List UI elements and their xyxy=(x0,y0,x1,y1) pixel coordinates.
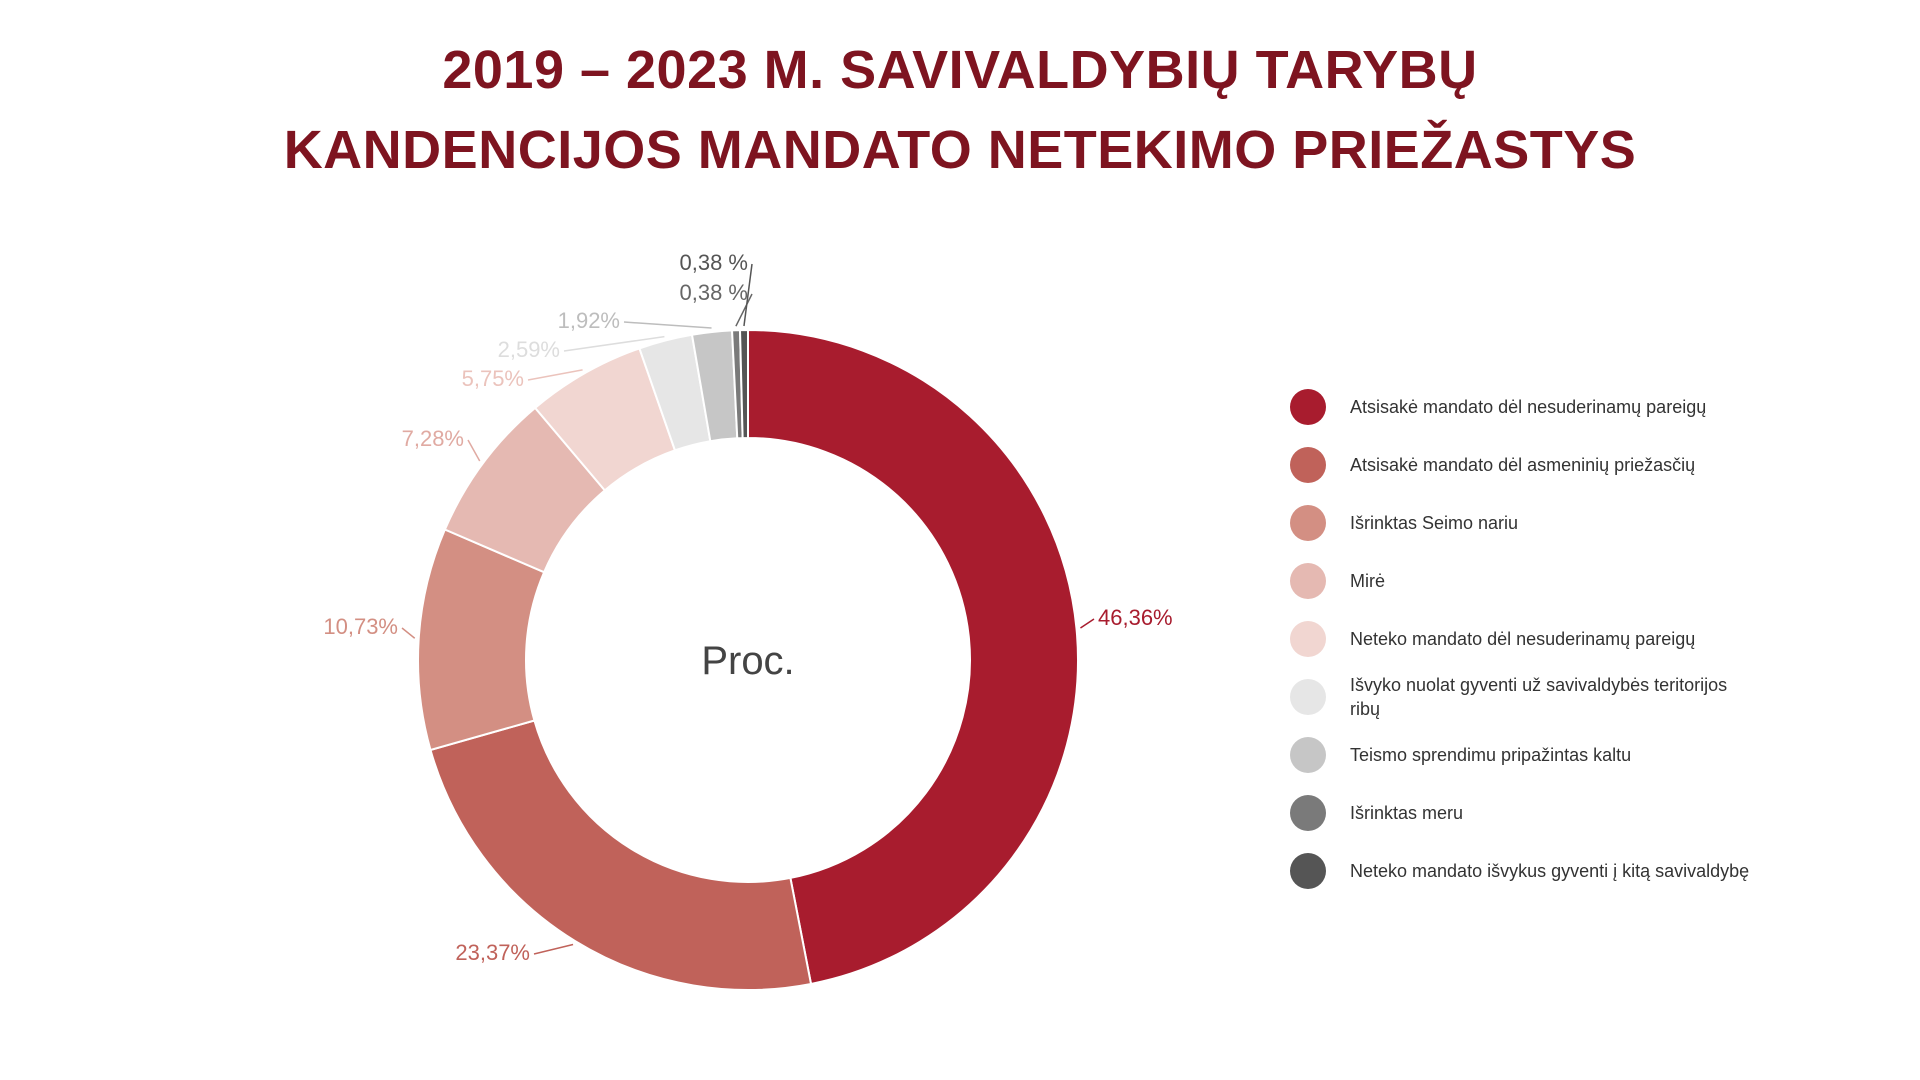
leader-line-7 xyxy=(623,321,712,329)
legend-swatch-icon xyxy=(1290,679,1326,715)
legend-item-5: Neteko mandato dėl nesuderinamų pareigų xyxy=(1290,610,1750,668)
slice-label-9: 0,38 % xyxy=(680,250,749,275)
leader-line-5 xyxy=(527,369,583,381)
slice-label-7: 1,92% xyxy=(558,308,620,333)
legend-label: Teismo sprendimu pripažintas kaltu xyxy=(1350,745,1632,765)
legend-swatch-icon xyxy=(1290,737,1326,773)
donut-center-label: Proc. xyxy=(701,639,794,683)
chart-title-line2: KANDENCIJOS MANDATO NETEKIMO PRIEŽASTYS xyxy=(283,120,1637,180)
legend-swatch-icon xyxy=(1290,505,1326,541)
slice-label-1: 46,36% xyxy=(1098,605,1173,630)
legend-label: Išrinktas meru xyxy=(1350,803,1464,823)
leader-line-9 xyxy=(743,263,753,327)
legend-item-7: Teismo sprendimu pripažintas kaltu xyxy=(1290,726,1750,784)
legend-swatch-icon xyxy=(1290,563,1326,599)
leader-line-6 xyxy=(563,335,665,352)
chart-title-line1: 2019 – 2023 M. SAVIVALDYBIŲ TARYBŲ xyxy=(442,40,1478,100)
legend-swatch-icon xyxy=(1290,389,1326,425)
legend-item-8: Išrinktas meru xyxy=(1290,784,1750,842)
legend-swatch-icon xyxy=(1290,795,1326,831)
legend-label: Neteko mandato dėl nesuderinamų pareigų xyxy=(1350,629,1696,649)
leader-line-2 xyxy=(533,943,574,955)
legend-item-4: Mirė xyxy=(1290,552,1750,610)
legend-swatch-icon xyxy=(1290,447,1326,483)
legend-item-2: Atsisakė mandato dėl asmeninių priežasči… xyxy=(1290,436,1750,494)
leader-line-3 xyxy=(401,627,416,639)
donut-slice-2 xyxy=(429,719,813,991)
legend-item-3: Išrinktas Seimo nariu xyxy=(1290,494,1750,552)
legend-item-1: Atsisakė mandato dėl nesuderinamų pareig… xyxy=(1290,378,1750,436)
slice-label-2: 23,37% xyxy=(455,940,530,965)
legend-label: Mirė xyxy=(1350,571,1385,591)
legend-label: Išvyko nuolat gyventi už savivaldybės te… xyxy=(1350,675,1728,719)
leader-line-8 xyxy=(735,293,753,327)
chart-title: 2019 – 2023 M. SAVIVALDYBIŲ TARYBŲ KANDE… xyxy=(0,30,1920,190)
donut-slice-9 xyxy=(738,328,749,440)
legend-label: Išrinktas Seimo nariu xyxy=(1350,513,1519,533)
slice-label-5: 5,75% xyxy=(462,366,524,391)
slice-label-3: 10,73% xyxy=(323,614,398,639)
slice-label-8: 0,38 % xyxy=(680,280,749,305)
leader-line-1 xyxy=(1080,618,1095,629)
legend-label: Atsisakė mandato dėl nesuderinamų pareig… xyxy=(1350,397,1707,417)
leader-line-4 xyxy=(467,439,481,462)
legend-swatch-icon xyxy=(1290,853,1326,889)
chart-legend: Atsisakė mandato dėl nesuderinamų pareig… xyxy=(1290,378,1750,900)
slice-label-6: 2,59% xyxy=(498,337,560,362)
legend-item-6: Išvyko nuolat gyventi už savivaldybės te… xyxy=(1290,668,1750,726)
legend-item-9: Neteko mandato išvykus gyventi į kitą sa… xyxy=(1290,842,1750,900)
legend-label: Atsisakė mandato dėl asmeninių priežasči… xyxy=(1350,455,1696,475)
legend-swatch-icon xyxy=(1290,621,1326,657)
slice-label-4: 7,28% xyxy=(402,426,464,451)
donut-slice-1 xyxy=(747,328,1079,986)
legend-label: Neteko mandato išvykus gyventi į kitą sa… xyxy=(1350,861,1750,881)
